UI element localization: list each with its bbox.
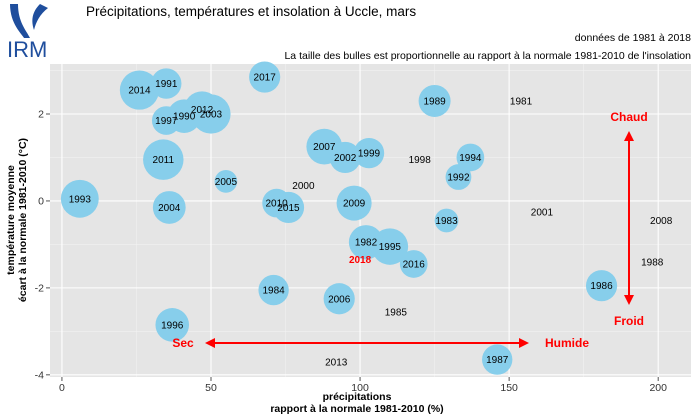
year-label-1996: 1996	[161, 320, 184, 331]
year-label-1986: 1986	[590, 281, 613, 292]
bubble-1983	[434, 208, 459, 233]
year-label-2003: 2003	[200, 109, 223, 120]
bubble-2004	[152, 191, 186, 224]
bubble-1994	[456, 143, 485, 172]
bubble-1991	[151, 68, 182, 99]
bubble-1989	[418, 84, 451, 117]
bubble-2002	[329, 141, 361, 174]
year-label-2009: 2009	[343, 199, 366, 210]
logo-text: IRM	[7, 37, 47, 62]
year-label-1997: 1997	[155, 116, 178, 127]
bubble-1986	[585, 270, 618, 302]
hot-arrow-head	[624, 131, 634, 141]
wet-arrow-head	[519, 338, 529, 348]
humide-label: Humide	[545, 336, 589, 350]
year-labels-layer: 1981 1982 1983 1984 1985 1986 1987 1988 1989 1990…	[69, 73, 673, 369]
bubble-1987	[482, 344, 513, 375]
x-tick-label: 150	[500, 382, 518, 394]
year-label-2012: 2012	[191, 105, 214, 116]
year-label-2008: 2008	[650, 216, 673, 227]
year-label-2013: 2013	[325, 357, 348, 368]
chaud-label: Chaud	[610, 110, 647, 124]
year-label-2011: 2011	[153, 155, 175, 166]
bubble-1999	[353, 137, 385, 169]
bubble-2010	[262, 188, 291, 218]
froid-label: Froid	[614, 314, 644, 328]
year-label-2016: 2016	[403, 259, 426, 270]
y-axis-ticks: -4 -2 0 2	[35, 108, 50, 381]
year-label-1999: 1999	[358, 149, 381, 160]
year-label-1989: 1989	[423, 96, 446, 107]
bubble-size-note: La taille des bulles est proportionnelle…	[284, 50, 691, 62]
bubble-1993	[60, 179, 99, 218]
bubble-1984	[258, 274, 289, 306]
year-label-2015: 2015	[277, 203, 300, 214]
bubble-2014	[119, 70, 160, 110]
year-label-1994: 1994	[459, 153, 482, 164]
year-label-1988: 1988	[641, 257, 664, 268]
year-label-1985: 1985	[385, 307, 408, 318]
year-label-1992: 1992	[447, 173, 470, 184]
chart-title: Précipitations, températures et insolati…	[86, 4, 416, 19]
bubble-2017	[249, 61, 281, 93]
dry-arrow-head	[205, 338, 215, 348]
y-tick-label: 2	[38, 108, 44, 120]
year-label-2002: 2002	[334, 153, 357, 164]
y-axis-title-line2: écart à la normale 1981-2010 (°C)	[17, 138, 29, 302]
bubble-2006	[323, 283, 355, 315]
year-label-1993: 1993	[69, 194, 92, 205]
x-axis-title-line1: précipitations	[323, 391, 392, 403]
x-tick-label: 100	[351, 382, 369, 394]
year-label-2007: 2007	[313, 142, 336, 153]
year-label-1982: 1982	[355, 238, 378, 249]
bubble-1997	[151, 106, 181, 135]
year-label-2006: 2006	[328, 294, 351, 305]
year-label-2018: 2018	[349, 255, 372, 266]
bubbles-layer	[60, 61, 618, 375]
bubble-2009	[336, 185, 372, 221]
bubble-1992	[445, 164, 472, 190]
bubble-2011	[143, 139, 184, 180]
cold-arrow-head	[624, 295, 634, 305]
y-tick-label: 0	[38, 195, 44, 207]
year-label-2004: 2004	[158, 203, 181, 214]
x-tick-label: 50	[205, 382, 217, 394]
x-axis-title-line2: rapport à la normale 1981-2010 (%)	[270, 403, 443, 415]
year-label-1981: 1981	[510, 96, 533, 107]
year-label-1995: 1995	[379, 242, 402, 253]
year-label-2017: 2017	[254, 73, 277, 84]
logo-emblem	[10, 4, 48, 38]
bubble-1996	[155, 308, 190, 342]
year-label-2014: 2014	[128, 86, 151, 97]
year-label-2001: 2001	[531, 207, 554, 218]
annotations: Chaud Froid Sec Humide	[172, 110, 647, 350]
bubble-1982	[348, 225, 384, 260]
year-label-2000: 2000	[292, 181, 315, 192]
year-label-1983: 1983	[435, 216, 458, 227]
year-label-1998: 1998	[409, 155, 432, 166]
bubble-2016	[399, 250, 428, 278]
plot-panel	[50, 64, 691, 377]
year-label-2005: 2005	[215, 177, 238, 188]
year-label-2010: 2010	[265, 199, 288, 210]
y-tick-label: -4	[35, 369, 44, 381]
year-label-1984: 1984	[262, 286, 285, 297]
x-tick-label: 0	[59, 382, 65, 394]
y-tick-label: -2	[35, 282, 44, 294]
irm-logo: IRM	[7, 4, 48, 62]
y-axis-title-line1: température moyenne	[5, 165, 17, 275]
x-tick-label: 200	[649, 382, 667, 394]
period-note: données de 1981 à 2018	[575, 32, 691, 44]
x-axis-ticks: 0 50 100 150 200	[59, 377, 667, 394]
year-label-1990: 1990	[173, 112, 196, 123]
year-label-1987: 1987	[486, 355, 509, 366]
year-label-1991: 1991	[155, 79, 178, 90]
sec-label: Sec	[172, 336, 194, 350]
bubble-2005	[214, 170, 238, 193]
